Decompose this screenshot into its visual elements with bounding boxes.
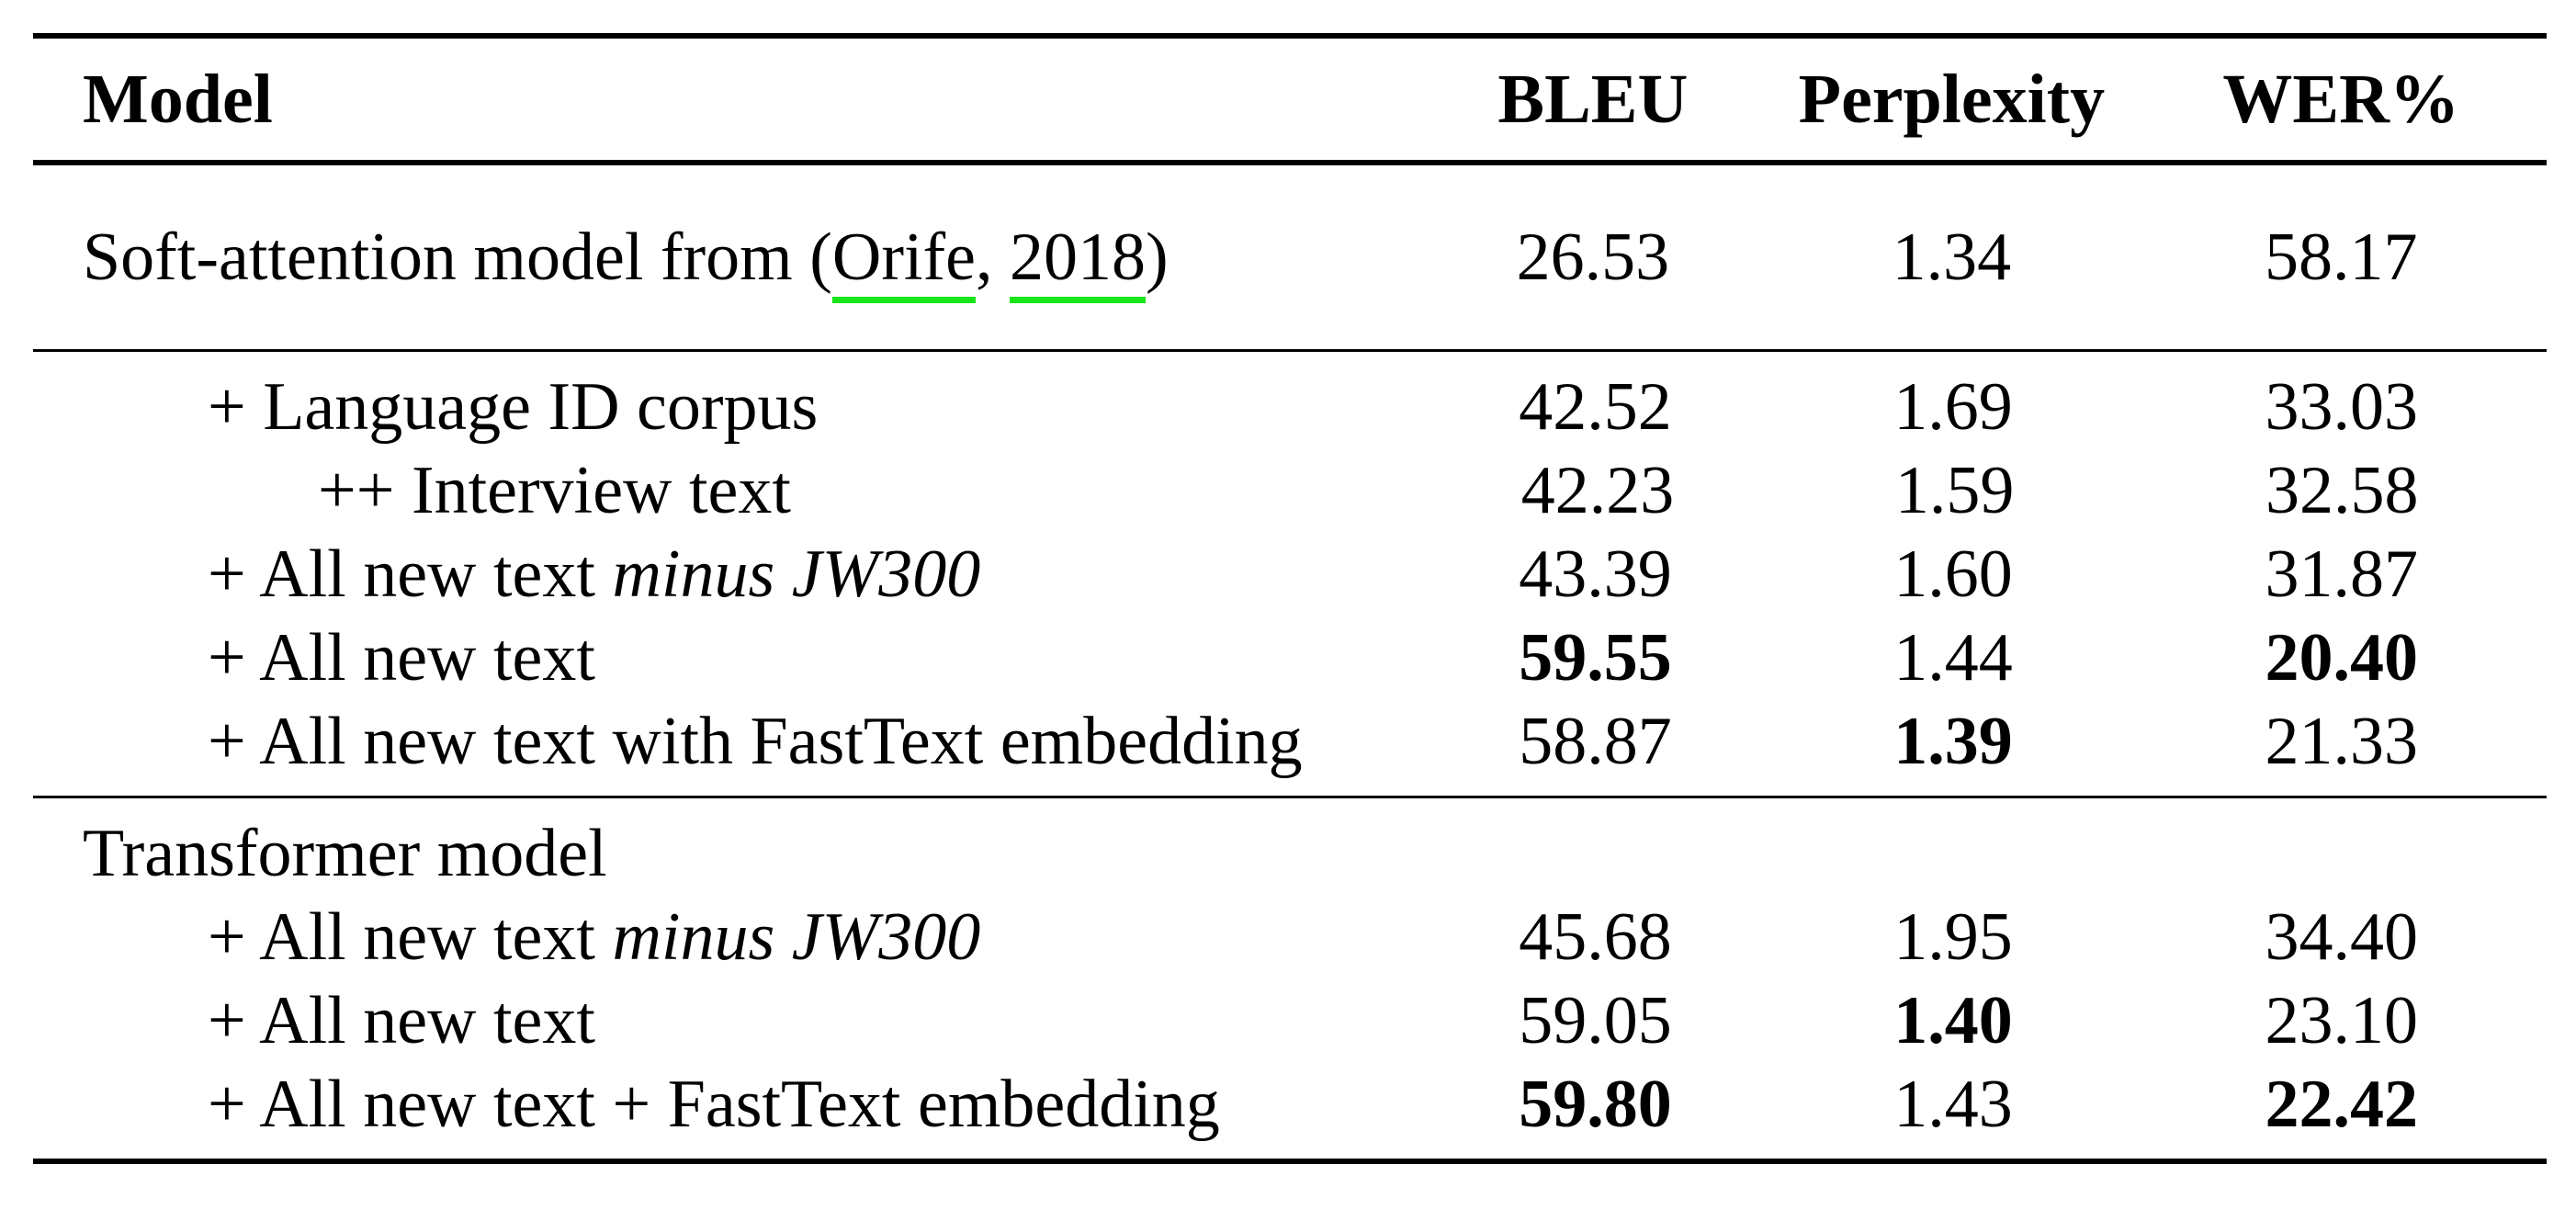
row-perplexity: 1.69 (1893, 368, 2013, 445)
row-bleu: 42.52 (1519, 368, 1672, 445)
transformer-title: Transformer model (83, 815, 607, 891)
citation-author-link[interactable]: Orife (831, 220, 977, 303)
row-bleu: 58.87 (1519, 703, 1672, 779)
table-row-transformer-title: Transformer model (33, 811, 2547, 895)
section-rule-1 (33, 349, 2547, 352)
row-label: + All new text (208, 619, 595, 695)
table-row: + All new text with FastText embedding 5… (33, 699, 2547, 783)
row-label: + All new text with FastText embedding (208, 703, 1303, 779)
soft-attention-bleu: 26.53 (1516, 220, 1670, 295)
row-label: + All new text + FastText embedding (208, 1066, 1220, 1142)
header-wer: WER% (2222, 61, 2459, 138)
soft-attention-wer: 58.17 (2264, 220, 2418, 295)
header-row: Model BLEU Perplexity WER% (33, 39, 2547, 160)
citation-year-link[interactable]: 2018 (1010, 220, 1147, 303)
row-wer: 21.33 (2265, 703, 2419, 779)
header-rule (33, 160, 2547, 165)
top-rule (33, 33, 2547, 39)
row-wer: 20.40 (2265, 619, 2419, 695)
row-perplexity: 1.59 (1894, 452, 2015, 528)
row-perplexity: 1.44 (1893, 619, 2013, 695)
row-wer: 34.40 (2265, 899, 2419, 975)
table-row: + All new text minus JW300 43.39 1.60 31… (33, 532, 2547, 616)
header-bleu: BLEU (1497, 61, 1689, 138)
table-row: ++ Interview text 42.23 1.59 32.58 (33, 448, 2547, 532)
section-rule-2 (33, 796, 2547, 798)
row-bleu: 59.55 (1519, 619, 1672, 695)
header-perplexity: Perplexity (1798, 61, 2106, 138)
row-perplexity: 1.43 (1893, 1066, 2013, 1142)
row-bleu: 59.05 (1519, 982, 1672, 1058)
row-perplexity: 1.95 (1893, 899, 2013, 975)
row-wer: 23.10 (2265, 982, 2419, 1058)
row-bleu: 59.80 (1519, 1066, 1672, 1142)
soft-attention-label: Soft-attention model from (Orife, 2018) (33, 220, 1418, 303)
header-model: Model (83, 61, 273, 138)
row-wer: 32.58 (2265, 452, 2419, 528)
table-row-soft-attention: Soft-attention model from (Orife, 2018) … (33, 165, 2547, 349)
row-label: + Language ID corpus (208, 368, 819, 445)
table-row: + All new text 59.55 1.44 20.40 (33, 616, 2547, 699)
row-label: ++ Interview text (318, 452, 791, 528)
row-wer: 31.87 (2265, 536, 2419, 612)
row-label: + All new text minus JW300 (208, 899, 981, 975)
table-row: + All new text 59.05 1.40 23.10 (33, 978, 2547, 1062)
row-wer: 33.03 (2265, 368, 2419, 445)
row-wer: 22.42 (2265, 1066, 2419, 1142)
table-row: + Language ID corpus 42.52 1.69 33.03 (33, 365, 2547, 448)
results-table: Model BLEU Perplexity WER% Soft-attentio… (33, 33, 2547, 1164)
row-label: + All new text (208, 982, 595, 1058)
row-bleu: 43.39 (1519, 536, 1672, 612)
table-row: + All new text minus JW300 45.68 1.95 34… (33, 895, 2547, 978)
row-perplexity: 1.60 (1893, 536, 2013, 612)
soft-attention-perplexity: 1.34 (1892, 220, 2012, 295)
bottom-rule (33, 1159, 2547, 1164)
row-bleu: 45.68 (1519, 899, 1672, 975)
row-label: + All new text minus JW300 (208, 536, 981, 612)
row-perplexity: 1.40 (1893, 982, 2013, 1058)
row-bleu: 42.23 (1520, 452, 1675, 528)
row-perplexity: 1.39 (1893, 703, 2013, 779)
table-row: + All new text + FastText embedding 59.8… (33, 1062, 2547, 1146)
